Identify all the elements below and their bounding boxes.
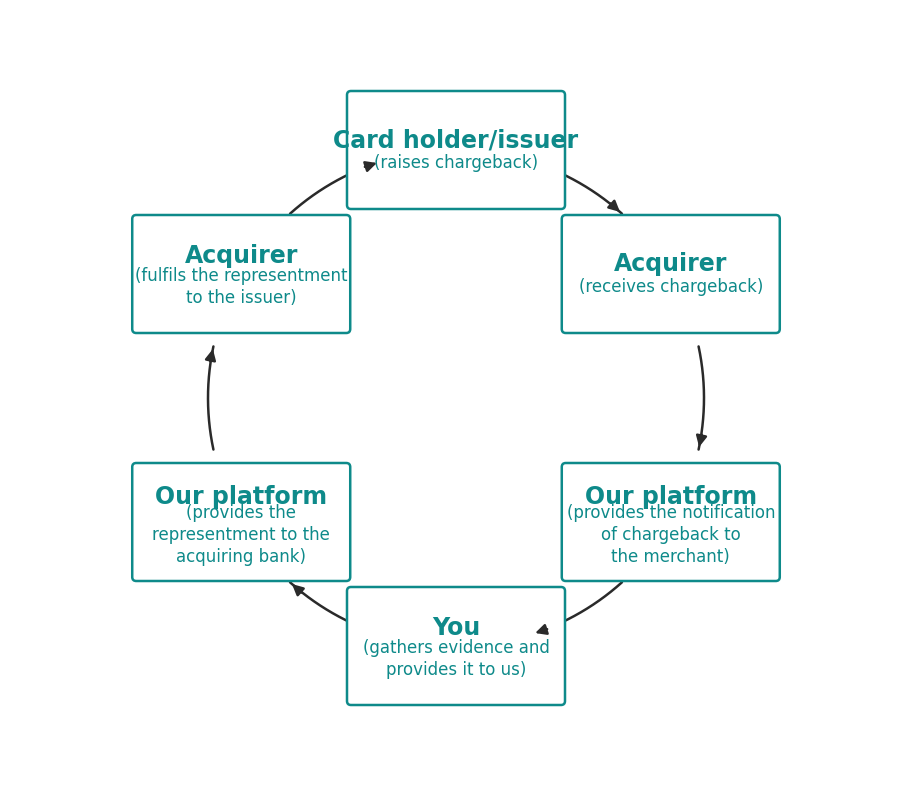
FancyBboxPatch shape (561, 215, 779, 333)
Text: (provides the
representment to the
acquiring bank): (provides the representment to the acqui… (152, 504, 330, 566)
Text: Acquirer: Acquirer (613, 252, 727, 276)
Text: Our platform: Our platform (155, 485, 327, 509)
FancyBboxPatch shape (346, 587, 565, 705)
Text: You: You (432, 616, 479, 641)
Text: (fulfils the representment
to the issuer): (fulfils the representment to the issuer… (135, 267, 347, 307)
Text: (receives chargeback): (receives chargeback) (578, 278, 763, 296)
Text: (gathers evidence and
provides it to us): (gathers evidence and provides it to us) (363, 639, 548, 679)
Text: (provides the notification
of chargeback to
the merchant): (provides the notification of chargeback… (566, 504, 774, 566)
FancyBboxPatch shape (132, 463, 350, 581)
Text: Card holder/issuer: Card holder/issuer (333, 128, 578, 152)
FancyBboxPatch shape (561, 463, 779, 581)
FancyBboxPatch shape (346, 91, 565, 209)
Text: (raises chargeback): (raises chargeback) (374, 154, 537, 172)
Text: Acquirer: Acquirer (184, 244, 298, 268)
Text: Our platform: Our platform (584, 485, 756, 509)
FancyBboxPatch shape (132, 215, 350, 333)
